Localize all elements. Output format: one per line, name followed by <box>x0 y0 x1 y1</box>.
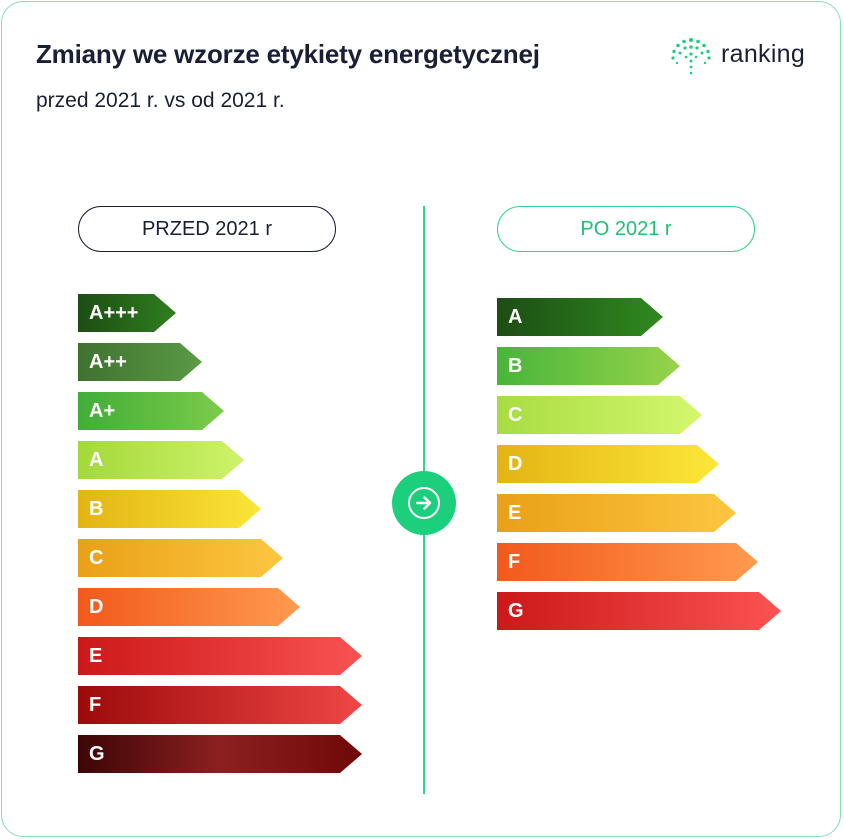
before-2021-label: PRZED 2021 r <box>78 206 336 252</box>
after-2021-label: PO 2021 r <box>497 206 755 252</box>
energy-class-bar: D <box>78 588 300 626</box>
energy-class-label: E <box>89 645 103 667</box>
energy-class-bar: A <box>78 441 244 479</box>
page-title: Zmiany we wzorze etykiety energetycznej <box>36 39 540 69</box>
energy-class-label: G <box>89 743 105 765</box>
energy-class-bar: E <box>497 494 736 532</box>
energy-class-bar: B <box>78 490 261 528</box>
energy-class-label: A+ <box>89 400 116 422</box>
transition-arrow <box>392 471 456 535</box>
energy-class-label: D <box>508 453 523 475</box>
energy-class-bar: A++ <box>78 343 202 381</box>
ranking-logo: ranking <box>668 36 818 80</box>
energy-class-bar: E <box>78 637 362 675</box>
arrow-right-icon <box>416 496 432 510</box>
energy-class-label: G <box>508 600 524 622</box>
energy-class-bar: A+ <box>78 392 224 430</box>
energy-class-bar: G <box>78 735 362 773</box>
energy-class-bar: C <box>78 539 283 577</box>
energy-class-label: B <box>508 355 523 377</box>
energy-class-bar: G <box>497 592 781 630</box>
energy-class-label: A++ <box>89 351 127 373</box>
energy-class-bar: C <box>497 396 702 434</box>
energy-class-bar: F <box>497 543 758 581</box>
energy-class-label: D <box>89 596 104 618</box>
energy-class-label: A <box>508 306 523 328</box>
logo-text: ranking <box>721 40 806 68</box>
page-subtitle: przed 2021 r. vs od 2021 r. <box>36 89 285 112</box>
energy-class-label: E <box>508 502 522 524</box>
energy-class-bar: B <box>497 347 680 385</box>
energy-class-label: A+++ <box>89 302 139 324</box>
energy-class-label: F <box>508 551 521 573</box>
energy-class-bar: A+++ <box>78 294 176 332</box>
energy-class-bar: A <box>497 298 663 336</box>
energy-class-bar: D <box>497 445 719 483</box>
energy-class-label: F <box>89 694 102 716</box>
energy-class-label: B <box>89 498 104 520</box>
energy-class-label: A <box>89 449 104 471</box>
energy-class-label: C <box>89 547 104 569</box>
energy-class-label: C <box>508 404 523 426</box>
energy-class-bar: F <box>78 686 362 724</box>
ranking-logo-icon <box>671 38 711 75</box>
